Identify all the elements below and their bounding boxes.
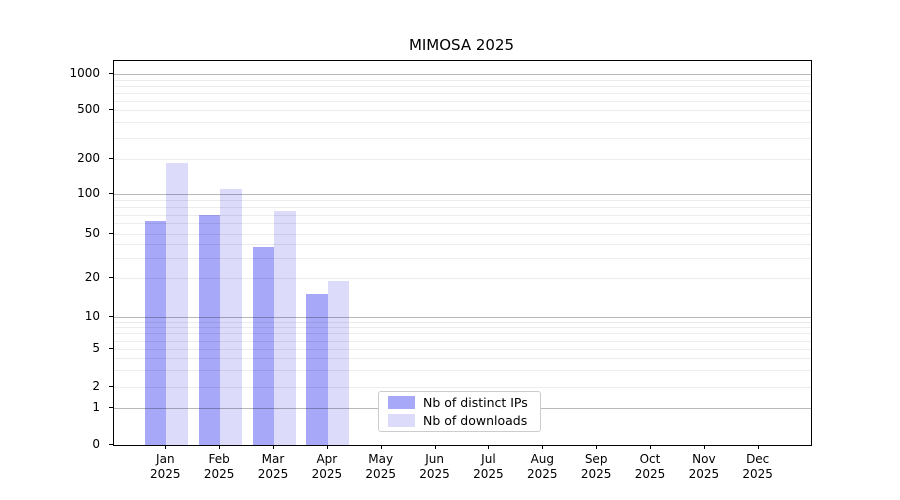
gridline-minor	[114, 244, 811, 246]
x-tick-label: Oct 2025	[634, 452, 666, 481]
bar-downloads	[274, 210, 296, 445]
gridline-minor	[114, 200, 811, 202]
y-tick-mark	[109, 232, 113, 234]
legend-swatch	[388, 414, 415, 427]
gridline-minor	[114, 137, 811, 139]
gridline-minor	[114, 92, 811, 94]
y-tick-label: 50	[84, 225, 100, 240]
gridline-minor	[114, 333, 811, 335]
gridline-minor	[114, 85, 811, 87]
gridline-minor	[114, 370, 811, 372]
x-tick-label: Apr 2025	[311, 452, 343, 481]
bar-downloads	[220, 189, 242, 445]
y-tick-label: 1	[92, 400, 100, 414]
gridline-minor	[114, 358, 811, 360]
y-tick-mark	[109, 73, 113, 74]
gridline-minor	[114, 340, 811, 342]
x-tick-mark	[434, 445, 436, 449]
plot-area	[113, 60, 812, 446]
gridline-minor	[114, 159, 811, 161]
y-tick-mark	[109, 277, 113, 278]
gridline-minor	[114, 233, 811, 235]
y-tick-mark	[109, 158, 113, 160]
x-tick-mark	[649, 445, 651, 449]
y-tick-label: 500	[77, 102, 100, 117]
y-tick-label: 20	[84, 270, 100, 284]
x-tick-label: Dec 2025	[742, 452, 773, 481]
bar-downloads	[327, 280, 350, 445]
x-tick-label: Mar 2025	[257, 452, 289, 481]
bar-distinct-ips	[306, 294, 328, 445]
x-tick-label: Nov 2025	[688, 452, 720, 481]
gridline-minor	[114, 79, 811, 81]
legend-item: Nb of distinct IPs	[388, 395, 540, 410]
x-tick-label: Feb 2025	[203, 452, 235, 481]
x-tick-mark	[596, 445, 598, 449]
y-tick-label: 5	[92, 341, 100, 355]
gridline-minor	[114, 100, 811, 102]
gridline-minor	[114, 327, 811, 329]
y-tick-label: 200	[77, 151, 100, 166]
bar-distinct-ips	[252, 246, 274, 445]
gridline-minor	[114, 223, 811, 225]
y-tick-mark	[109, 407, 113, 408]
x-tick-mark	[380, 445, 382, 449]
x-tick-mark	[542, 445, 544, 449]
gridline-minor	[114, 321, 811, 323]
x-tick-label: Sep 2025	[580, 452, 612, 481]
y-tick-label: 100	[77, 186, 100, 201]
x-tick-mark	[326, 445, 328, 449]
gridline-minor	[114, 214, 811, 216]
y-tick-mark	[109, 109, 113, 111]
legend-item: Nb of downloads	[388, 413, 540, 428]
legend-swatch	[388, 396, 415, 409]
x-tick-label: Jun 2025	[419, 452, 450, 481]
gridline-minor	[114, 122, 811, 124]
y-tick-label: 0	[92, 437, 100, 451]
x-tick-mark	[273, 445, 274, 449]
gridline-minor	[114, 110, 811, 112]
x-tick-label: Jan 2025	[150, 452, 181, 481]
x-tick-mark	[488, 445, 490, 449]
y-tick-label: 10	[84, 309, 100, 323]
x-tick-mark	[757, 445, 759, 449]
y-tick-mark	[109, 444, 113, 445]
x-tick-mark	[703, 445, 705, 449]
y-tick-mark	[109, 316, 113, 317]
y-tick-label: 1000	[69, 66, 100, 80]
y-tick-mark	[109, 386, 113, 387]
x-tick-label: May 2025	[365, 452, 396, 481]
gridline-minor	[114, 258, 811, 260]
legend: Nb of distinct IPs Nb of downloads	[378, 391, 541, 432]
y-tick-label: 2	[92, 379, 100, 393]
gridline-minor	[114, 349, 811, 350]
gridline-major	[114, 74, 811, 75]
gridline-minor	[114, 278, 811, 279]
y-tick-mark	[109, 348, 113, 349]
bar-distinct-ips	[198, 214, 221, 445]
bar-distinct-ips	[144, 221, 167, 445]
gridline-minor	[114, 206, 811, 208]
gridline-major	[114, 317, 811, 318]
x-tick-mark	[165, 445, 167, 449]
gridline-major	[114, 194, 811, 196]
x-tick-label: Aug 2025	[527, 452, 558, 481]
legend-label: Nb of distinct IPs	[423, 395, 528, 410]
gridline-minor	[114, 387, 811, 388]
bar-downloads	[166, 163, 188, 445]
chart-title: MIMOSA 2025	[408, 36, 515, 54]
x-tick-label: Jul 2025	[473, 452, 504, 481]
legend-label: Nb of downloads	[423, 413, 528, 428]
y-tick-mark	[109, 193, 113, 195]
x-tick-mark	[219, 445, 221, 449]
